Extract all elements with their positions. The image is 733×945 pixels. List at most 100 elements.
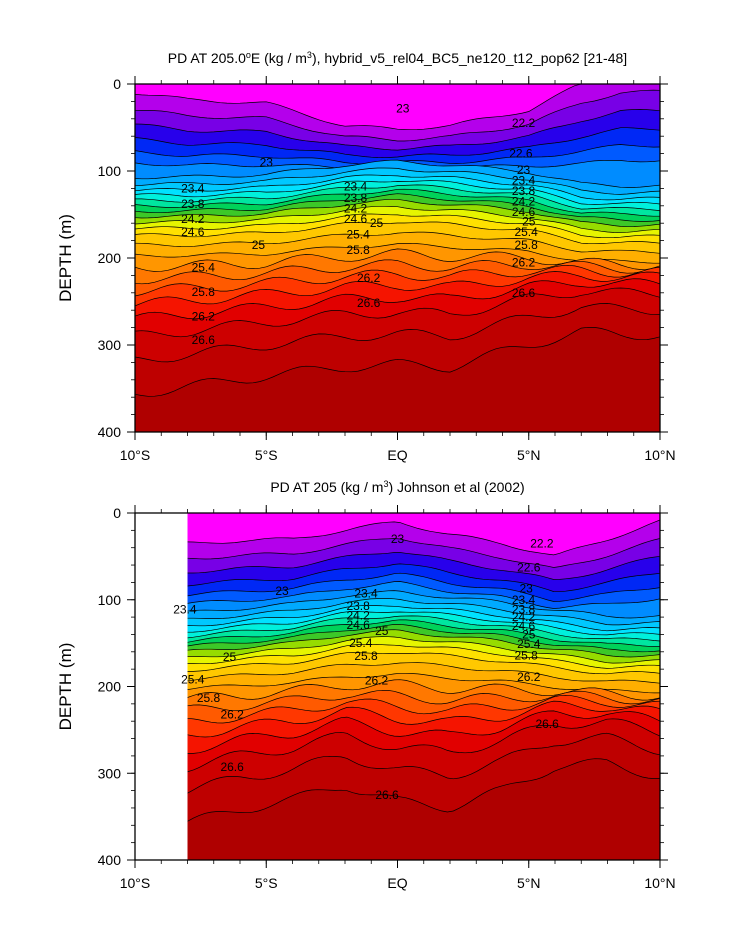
contour-label: 26.2 [365,673,389,687]
contour-line-23 [187,590,660,619]
contour-line-23-6 [187,611,660,636]
contour-label: 23 [519,581,533,595]
contour-label: 23 [396,101,410,115]
contour-line-23-8 [187,615,660,642]
contour-label: 24.6 [512,619,536,633]
contour-label: 23.4 [512,174,536,188]
contour-label: 24.2 [346,608,370,622]
contour-line-26-8 [135,303,660,363]
contour-line-21-8 [187,519,660,556]
y-tick-label: 400 [98,852,122,868]
contour-label: 24.6 [344,212,368,226]
contour-label: 23.8 [181,197,205,211]
contour-label: 24.2 [512,194,536,208]
contour-label: 23.8 [512,184,536,198]
x-tick-label: 5°S [255,447,278,463]
contour-line-24 [135,188,660,217]
contour-label: 22.6 [509,147,533,161]
contour-line-26-4 [135,278,660,320]
density-field [135,84,660,432]
contour-line-25-8 [135,259,660,285]
contour-label: 25.8 [354,649,378,663]
contour-label: 25 [375,624,389,638]
y-tick-label: 300 [98,337,122,353]
contour-label: 25.4 [514,225,538,239]
chart-title: PD AT 205 (kg / m3) Johnson et al (2002) [270,479,524,495]
x-tick-label: 5°N [517,447,541,463]
contour-label: 26.6 [375,788,399,802]
contour-line-22-8 [187,581,660,609]
y-tick-label: 300 [98,765,122,781]
contour-label: 22.2 [512,116,536,130]
contour-label: 26.6 [357,296,381,310]
density-field [187,513,660,860]
contour-line-26-2 [135,271,660,307]
contour-line-22-6 [187,572,660,602]
contour-label: 24.6 [346,618,370,632]
contour-label: 25.4 [181,673,205,687]
contour-line-24-6 [135,205,660,234]
contour-line-25-2 [135,231,660,254]
contour-line-25-8 [187,689,660,712]
contour-line-23-8 [135,184,660,211]
contour-line-23-4 [135,174,660,201]
contour-line-22-2 [187,552,660,580]
contour-label: 23 [260,155,274,169]
contour-line-24-4 [135,198,660,228]
contour-line-25 [187,652,660,675]
contour-line-23-6 [135,180,660,205]
contour-line-23-4 [187,605,660,632]
contour-label: 24.6 [512,205,536,219]
density-band-27 [187,758,660,860]
contour-label: 25.8 [197,691,221,705]
contour-label: 26.6 [220,760,244,774]
contour-line-27 [135,326,660,397]
contour-line-26 [135,264,660,297]
x-tick-label: EQ [387,447,407,463]
contour-line-25-2 [187,662,660,684]
x-tick-label: EQ [387,875,407,891]
contour-line-26-2 [187,700,660,738]
contour-line-26-6 [187,718,660,773]
contour-line-24-8 [135,213,660,239]
contour-label: 26.2 [357,271,381,285]
contour-label: 26.2 [220,707,244,721]
contour-line-22-2 [135,109,660,151]
contour-label: 23 [391,532,405,546]
contour-label: 25.4 [192,261,216,275]
contour-label: 23.4 [354,587,378,601]
contour-line-24-2 [187,623,660,653]
contour-line-25 [135,221,660,245]
contour-label: 24.6 [181,225,205,239]
y-tick-label: 400 [98,424,122,440]
contour-label: 23 [517,163,531,177]
contour-line-22 [135,89,660,142]
contour-label: 25.4 [517,637,541,651]
contour-label: 25 [522,627,536,641]
contour-label: 25 [223,650,237,664]
contour-line-24-8 [187,643,660,669]
contour-label: 26.2 [192,309,216,323]
x-tick-label: 10°N [644,447,675,463]
contour-label: 26.6 [192,333,216,347]
contour-label: 25.8 [346,243,370,257]
contour-line-24-2 [135,193,660,222]
contour-label: 23.8 [346,599,370,613]
y-tick-label: 100 [98,592,122,608]
contour-line-26-6 [135,287,660,338]
contour-label: 25 [370,216,384,230]
contour-label: 24.2 [181,212,205,226]
contour-label: 25 [252,238,266,252]
x-tick-label: 5°N [517,875,541,891]
contour-line-23-2 [135,167,660,195]
contour-line-27 [187,758,660,822]
contour-label: 25.8 [514,648,538,662]
y-axis-label: DEPTH (m) [56,214,75,302]
density-band-27 [135,327,660,432]
contour-label: 22.2 [530,536,554,550]
y-tick-label: 200 [98,250,122,266]
contour-label: 25.8 [514,238,538,252]
contour-line-24-6 [187,636,660,664]
